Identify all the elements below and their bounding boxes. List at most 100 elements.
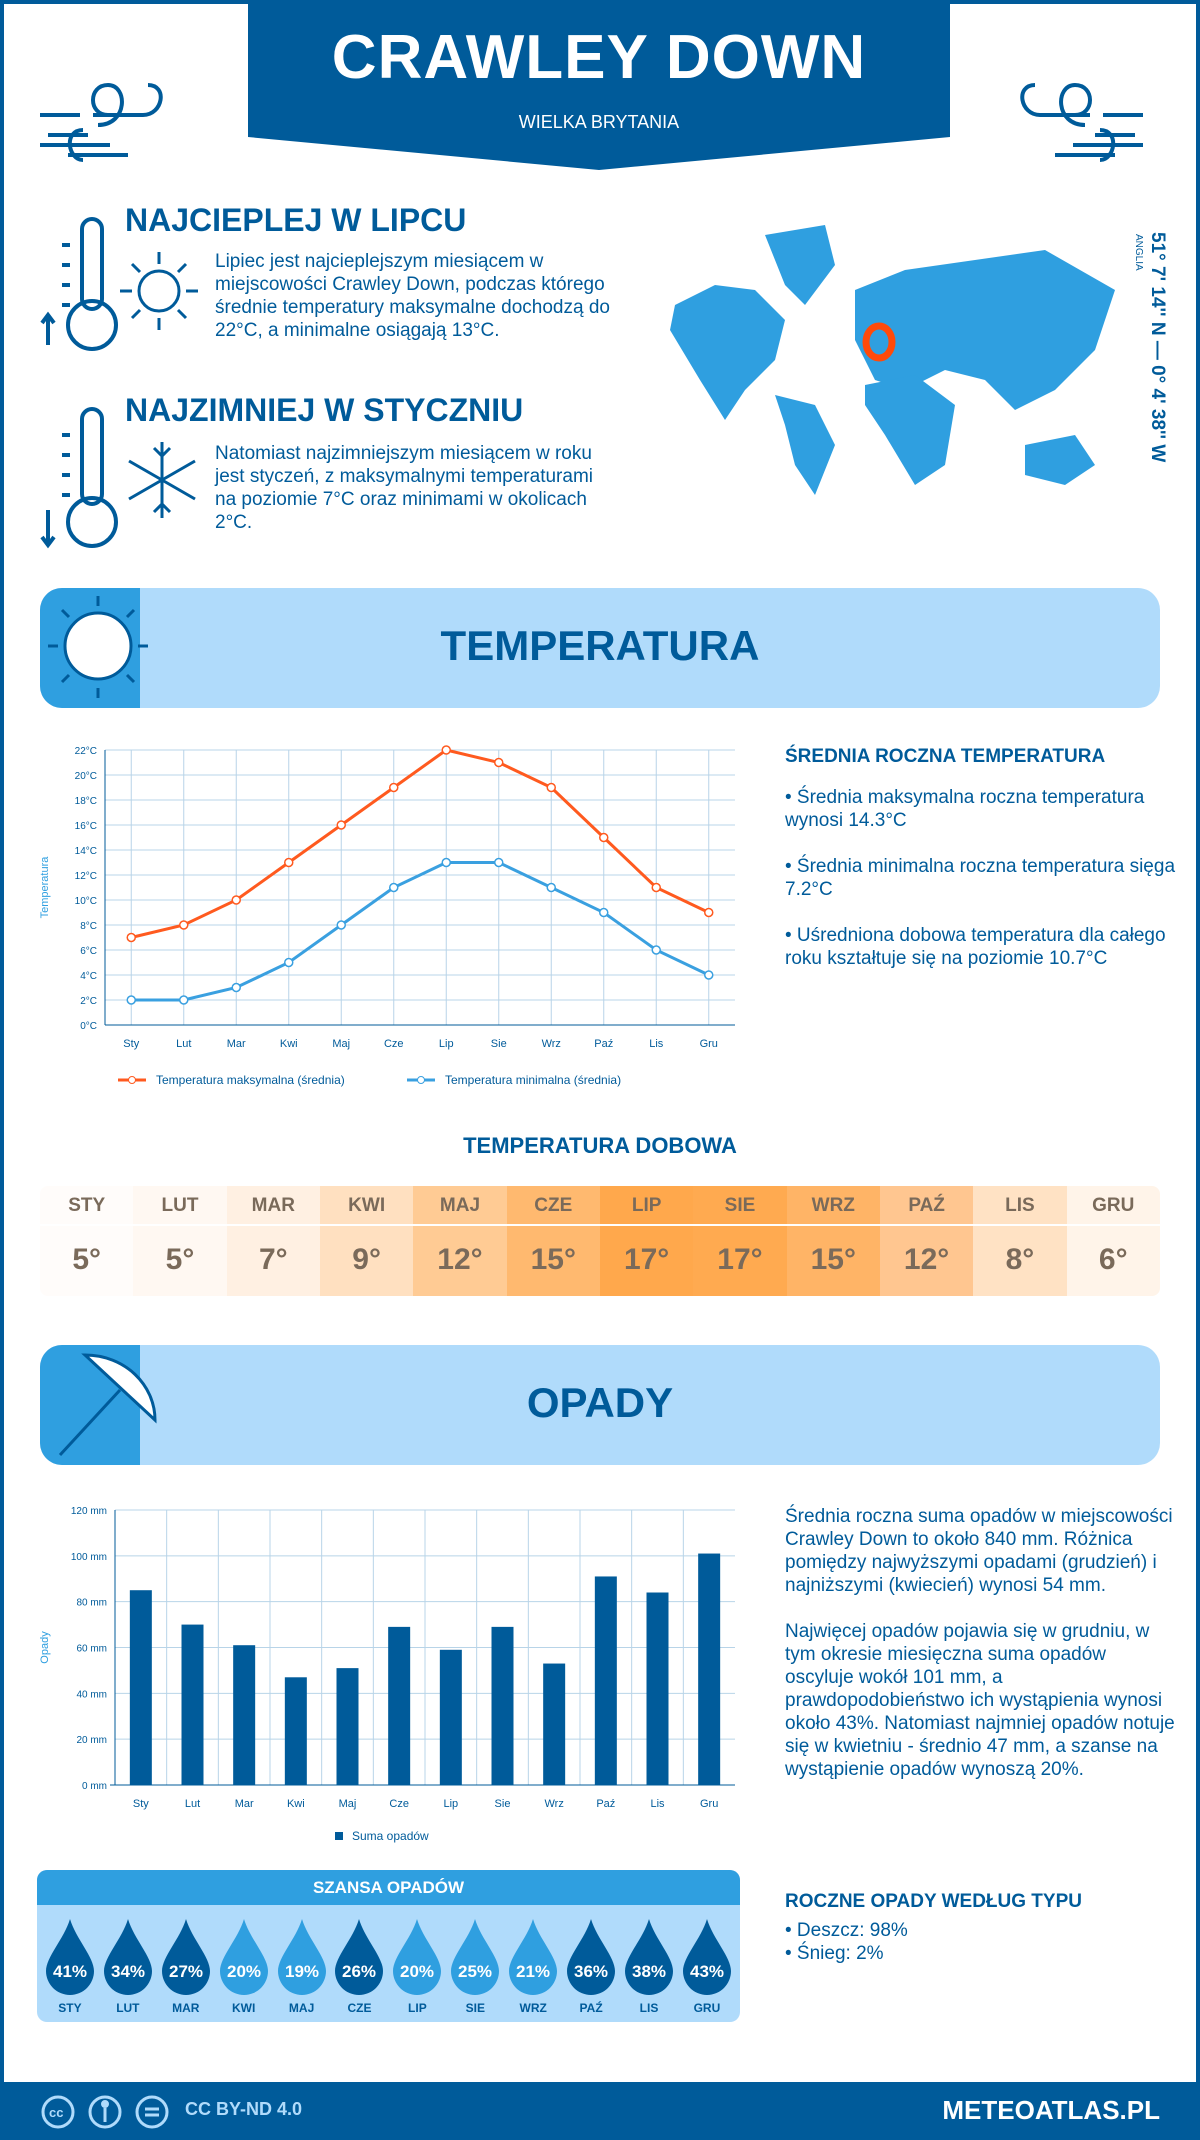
chance-value: 26% [342, 1962, 376, 1981]
bar [491, 1626, 514, 1785]
legend-label: Temperatura minimalna (średnia) [445, 1073, 621, 1087]
precip-type-snow: • Śnieg: 2% [785, 1943, 884, 1964]
precip-chance-title: SZANSA OPADÓW [37, 1870, 740, 1905]
wind-icon [1020, 82, 1143, 162]
legend-marker [417, 1076, 425, 1084]
region-label: ANGLIA [1133, 234, 1144, 271]
data-point [126, 932, 136, 943]
summary-bullet: • Uśredniona dobowa temperatura dla całe… [785, 925, 1166, 969]
precip-chance-drop: 25% SIE [448, 1905, 502, 2015]
y-axis-label: Opady [39, 1631, 51, 1664]
y-tick-label: 80 mm [76, 1598, 107, 1609]
daily-temp-column: GRU 6° [1066, 1186, 1160, 1296]
x-tick-label: Lut [176, 1038, 191, 1050]
raindrop-icon: 41% [45, 1919, 94, 1995]
brand-link[interactable]: METEOATLAS.PL [942, 2095, 1160, 2125]
precipitation-title: OPADY [526, 1379, 674, 1426]
y-tick-label: 20 mm [76, 1735, 107, 1746]
chance-value: 36% [574, 1962, 608, 1981]
y-tick-label: 4°C [80, 971, 97, 982]
summary-bullet: • Średnia minimalna roczna temperatura s… [785, 856, 1176, 900]
raindrop-icon: 19% [277, 1919, 326, 1995]
chance-value: 25% [458, 1962, 492, 1981]
daily-temp-column: WRZ 15° [786, 1186, 880, 1296]
data-point [336, 920, 346, 930]
x-tick-label: Lut [185, 1798, 200, 1810]
daily-temp-value: 17° [623, 1243, 670, 1276]
data-point [389, 882, 399, 893]
data-point [231, 895, 241, 905]
legend-label: Temperatura maksymalna (średnia) [156, 1073, 345, 1087]
data-point [494, 757, 504, 768]
y-tick-label: 16°C [75, 821, 97, 832]
month-label: LIP [408, 2001, 427, 2015]
precip-text: Średnia roczna suma opadów w miejscowośc… [785, 1506, 1173, 1596]
y-tick-label: 60 mm [76, 1644, 107, 1655]
daily-temp-column: LIS 8° [973, 1186, 1067, 1296]
data-point [651, 945, 661, 955]
precip-chance-drop: 21% WRZ [506, 1905, 560, 2015]
data-point [599, 832, 609, 843]
chance-value: 20% [400, 1962, 434, 1981]
bar [388, 1626, 411, 1785]
legend-swatch [335, 1832, 343, 1840]
chance-value: 41% [53, 1962, 87, 1981]
y-tick-label: 0°C [80, 1021, 97, 1032]
bar [129, 1590, 152, 1785]
y-tick-label: 22°C [75, 746, 97, 757]
x-tick-label: Mar [227, 1038, 246, 1050]
data-point [389, 782, 399, 793]
bar [233, 1645, 256, 1785]
month-label: KWI [232, 2001, 256, 2015]
daily-temp-column: CZE 15° [506, 1186, 600, 1296]
chance-value: 34% [111, 1962, 145, 1981]
x-tick-label: Maj [332, 1038, 350, 1050]
daily-temp-column: KWI 9° [319, 1186, 414, 1296]
y-tick-label: 2°C [80, 996, 97, 1007]
data-point [284, 957, 294, 968]
bar [543, 1663, 566, 1785]
x-tick-label: Lip [439, 1038, 454, 1050]
temperature-banner: TEMPERATURA [40, 588, 1160, 708]
chance-value: 20% [227, 1962, 261, 1981]
raindrop-icon: 21% [509, 1919, 558, 1995]
y-tick-label: 18°C [75, 796, 97, 807]
raindrop-icon: 27% [161, 1919, 210, 1995]
month-label: MAJ [288, 2001, 315, 2015]
daily-temp-value: 5° [72, 1243, 101, 1276]
month-label: WRZ [519, 2001, 547, 2015]
umbrella-icon [58, 1353, 157, 1457]
precip-chance-drop: 26% CZE [332, 1905, 386, 2015]
data-point [441, 857, 451, 868]
x-tick-label: Lis [650, 1798, 665, 1810]
month-label: LUT [116, 2001, 140, 2015]
precipitation-bar-chart: 0 mm 20 mm 40 mm 60 mm 80 mm 100 mm 120 mm Sty L… [39, 1506, 735, 1843]
month-label: LIS [639, 2001, 659, 2015]
x-tick-label: Wrz [544, 1798, 563, 1810]
world-map [670, 225, 1115, 495]
precip-chance-drop: 20% LIP [390, 1905, 444, 2015]
month-label: MAR [226, 1186, 320, 1226]
x-tick-label: Paź [596, 1798, 615, 1810]
daily-temperature-table: STY 5° LUT 5° MAR 7° KWI 9° MAJ 12° CZE 15° LIP 17° SI… [40, 1186, 1160, 1296]
precip-chance-drop: 38% LIS [622, 1905, 676, 2015]
y-tick-label: 40 mm [76, 1689, 107, 1700]
country-subtitle: WIELKA BRYTANIA [518, 112, 680, 132]
month-label: SIE [693, 1186, 787, 1226]
cc-license-icons: cc [41, 2095, 169, 2129]
raindrop-icon: 38% [625, 1919, 674, 1995]
y-tick-label: 100 mm [71, 1552, 107, 1563]
precip-types: ROCZNE OPADY WEDŁUG TYPU • Deszcz: 98% •… [785, 1890, 1175, 1965]
precip-type-rain: • Deszcz: 98% [785, 1920, 908, 1941]
data-point [284, 857, 294, 868]
y-tick-label: 20°C [75, 771, 97, 782]
data-point [704, 907, 714, 918]
series-line [131, 861, 710, 1002]
x-tick-label: Kwi [287, 1798, 305, 1810]
wind-icon [40, 82, 163, 162]
chance-value: 38% [632, 1962, 666, 1981]
x-tick-label: Sie [491, 1038, 507, 1050]
x-tick-label: Cze [384, 1038, 404, 1050]
chance-value: 27% [169, 1962, 203, 1981]
y-tick-label: 120 mm [71, 1506, 107, 1517]
